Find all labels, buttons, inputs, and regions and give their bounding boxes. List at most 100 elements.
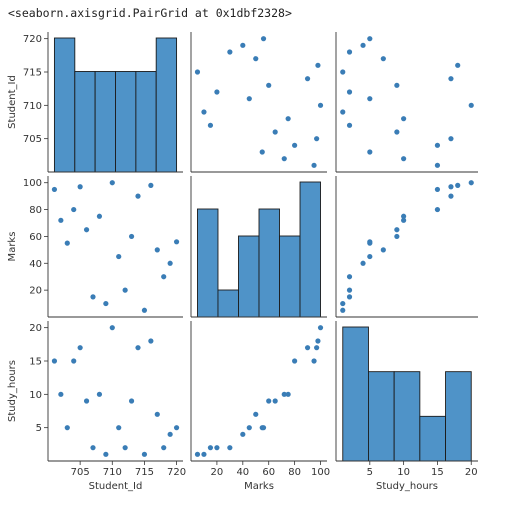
scatter-point-study_hours-vs-student_id	[77, 345, 83, 351]
scatter-point-study_hours-vs-student_id	[103, 451, 109, 457]
y-axis-label-study_hours: Study_hours	[7, 360, 18, 422]
x-tick-label: 15	[431, 467, 444, 478]
scatter-point-study_hours-vs-student_id	[64, 425, 70, 431]
scatter-point-marks-vs-study_hours	[394, 227, 400, 233]
scatter-point-student_id-vs-marks	[314, 136, 320, 142]
scatter-point-study_hours-vs-student_id	[51, 358, 58, 364]
scatter-point-student_id-vs-study_hours	[380, 56, 386, 62]
scatter-point-study_hours-vs-student_id	[128, 398, 135, 404]
scatter-point-marks-vs-study_hours	[340, 300, 346, 307]
hist-bar-study_hours-4	[445, 371, 472, 462]
scatter-point-study_hours-vs-student_id	[161, 445, 167, 451]
scatter-point-marks-vs-student_id	[154, 247, 160, 253]
scatter-point-marks-vs-student_id	[96, 213, 103, 219]
scatter-point-study_hours-vs-marks	[260, 425, 267, 431]
hist-bar-study_hours-2	[393, 371, 421, 462]
scatter-point-student_id-vs-marks	[317, 102, 324, 108]
scatter-point-study_hours-vs-student_id	[116, 425, 122, 431]
y-tick-label: 10	[29, 390, 42, 401]
scatter-point-marks-vs-study_hours	[434, 186, 441, 193]
scatter-point-marks-vs-study_hours	[360, 260, 366, 266]
scatter-point-study_hours-vs-student_id	[173, 425, 180, 431]
scatter-point-marks-vs-study_hours	[340, 307, 346, 313]
scatter-point-student_id-vs-study_hours	[367, 36, 373, 42]
scatter-point-marks-vs-student_id	[122, 287, 128, 293]
y-tick-label: 15	[29, 357, 42, 368]
scatter-point-study_hours-vs-marks	[253, 411, 259, 417]
y-axis-label-student_id: Student_Id	[7, 75, 18, 129]
x-tick-label: 705	[71, 467, 90, 478]
hist-bar-study_hours-0	[342, 326, 369, 462]
scatter-point-study_hours-vs-marks	[246, 425, 252, 431]
scatter-point-study_hours-vs-marks	[272, 398, 278, 404]
x-tick-label: 720	[167, 467, 186, 478]
scatter-point-marks-vs-student_id	[71, 206, 77, 213]
scatter-point-marks-vs-study_hours	[394, 233, 400, 240]
scatter-point-study_hours-vs-marks	[266, 398, 272, 404]
scatter-point-student_id-vs-study_hours	[434, 162, 441, 168]
x-axis-label-study_hours: Study_hours	[376, 481, 438, 492]
scatter-point-marks-vs-student_id	[141, 307, 148, 313]
scatter-point-study_hours-vs-marks	[194, 451, 201, 457]
scatter-point-student_id-vs-marks	[253, 56, 259, 62]
output-repr-text: <seaborn.axisgrid.PairGrid at 0x1dbf2328…	[8, 6, 292, 20]
scatter-point-student_id-vs-marks	[194, 69, 201, 75]
scatter-point-marks-vs-study_hours	[346, 287, 353, 293]
scatter-point-student_id-vs-marks	[259, 149, 265, 155]
scatter-point-marks-vs-study_hours	[401, 217, 407, 223]
scatter-point-study_hours-vs-student_id	[109, 325, 115, 331]
scatter-point-marks-vs-student_id	[64, 240, 70, 246]
scatter-point-student_id-vs-study_hours	[401, 116, 407, 122]
y-tick-label: 710	[23, 101, 42, 112]
x-tick-label: 10	[397, 467, 410, 478]
scatter-point-student_id-vs-study_hours	[367, 149, 373, 155]
hist-bar-marks-4	[279, 235, 301, 318]
scatter-point-student_id-vs-marks	[246, 96, 252, 102]
scatter-point-marks-vs-student_id	[77, 184, 83, 190]
scatter-point-study_hours-vs-marks	[214, 445, 220, 451]
scatter-point-student_id-vs-study_hours	[360, 42, 366, 48]
scatter-point-marks-vs-student_id	[90, 294, 96, 300]
hist-bar-student_id-0	[53, 37, 76, 173]
scatter-point-marks-vs-student_id	[58, 217, 64, 223]
x-tick-label: 40	[236, 467, 249, 478]
scatter-point-marks-vs-student_id	[109, 180, 115, 186]
hist-bar-marks-1	[217, 289, 239, 318]
scatter-point-student_id-vs-marks	[266, 82, 272, 88]
scatter-point-marks-vs-study_hours	[380, 247, 386, 253]
scatter-point-student_id-vs-study_hours	[394, 129, 400, 135]
x-tick-label: 5	[367, 467, 373, 478]
x-tick-label: 80	[288, 467, 301, 478]
scatter-point-study_hours-vs-student_id	[167, 431, 173, 437]
scatter-point-marks-vs-study_hours	[448, 184, 454, 190]
scatter-point-student_id-vs-marks	[315, 62, 321, 68]
scatter-point-study_hours-vs-student_id	[122, 445, 128, 451]
x-axis-label-student_id: Student_Id	[89, 481, 143, 492]
scatter-point-study_hours-vs-marks	[240, 431, 246, 437]
scatter-point-marks-vs-study_hours	[346, 274, 353, 280]
scatter-point-student_id-vs-marks	[311, 162, 317, 168]
x-tick-label: 100	[311, 467, 330, 478]
hist-bar-study_hours-3	[419, 415, 446, 462]
scatter-point-marks-vs-study_hours	[346, 294, 353, 300]
scatter-point-student_id-vs-study_hours	[468, 102, 474, 108]
hist-bar-student_id-2	[94, 71, 116, 173]
x-tick-label: 20	[211, 467, 224, 478]
scatter-point-student_id-vs-study_hours	[448, 136, 454, 142]
y-tick-label: 100	[23, 178, 42, 189]
hist-bar-student_id-3	[115, 71, 137, 173]
scatter-point-student_id-vs-marks	[207, 122, 214, 128]
x-axis-label-marks: Marks	[244, 481, 274, 492]
scatter-point-study_hours-vs-marks	[285, 391, 291, 397]
scatter-point-student_id-vs-marks	[285, 116, 291, 122]
scatter-point-study_hours-vs-marks	[304, 345, 311, 351]
y-tick-label: 20	[29, 323, 42, 334]
hist-bar-study_hours-1	[368, 371, 395, 462]
scatter-point-marks-vs-student_id	[148, 182, 154, 188]
scatter-point-study_hours-vs-marks	[315, 338, 321, 344]
scatter-point-student_id-vs-marks	[272, 129, 278, 135]
scatter-point-marks-vs-study_hours	[367, 239, 373, 245]
hist-bar-marks-0	[197, 208, 219, 318]
scatter-point-study_hours-vs-marks	[317, 325, 324, 331]
